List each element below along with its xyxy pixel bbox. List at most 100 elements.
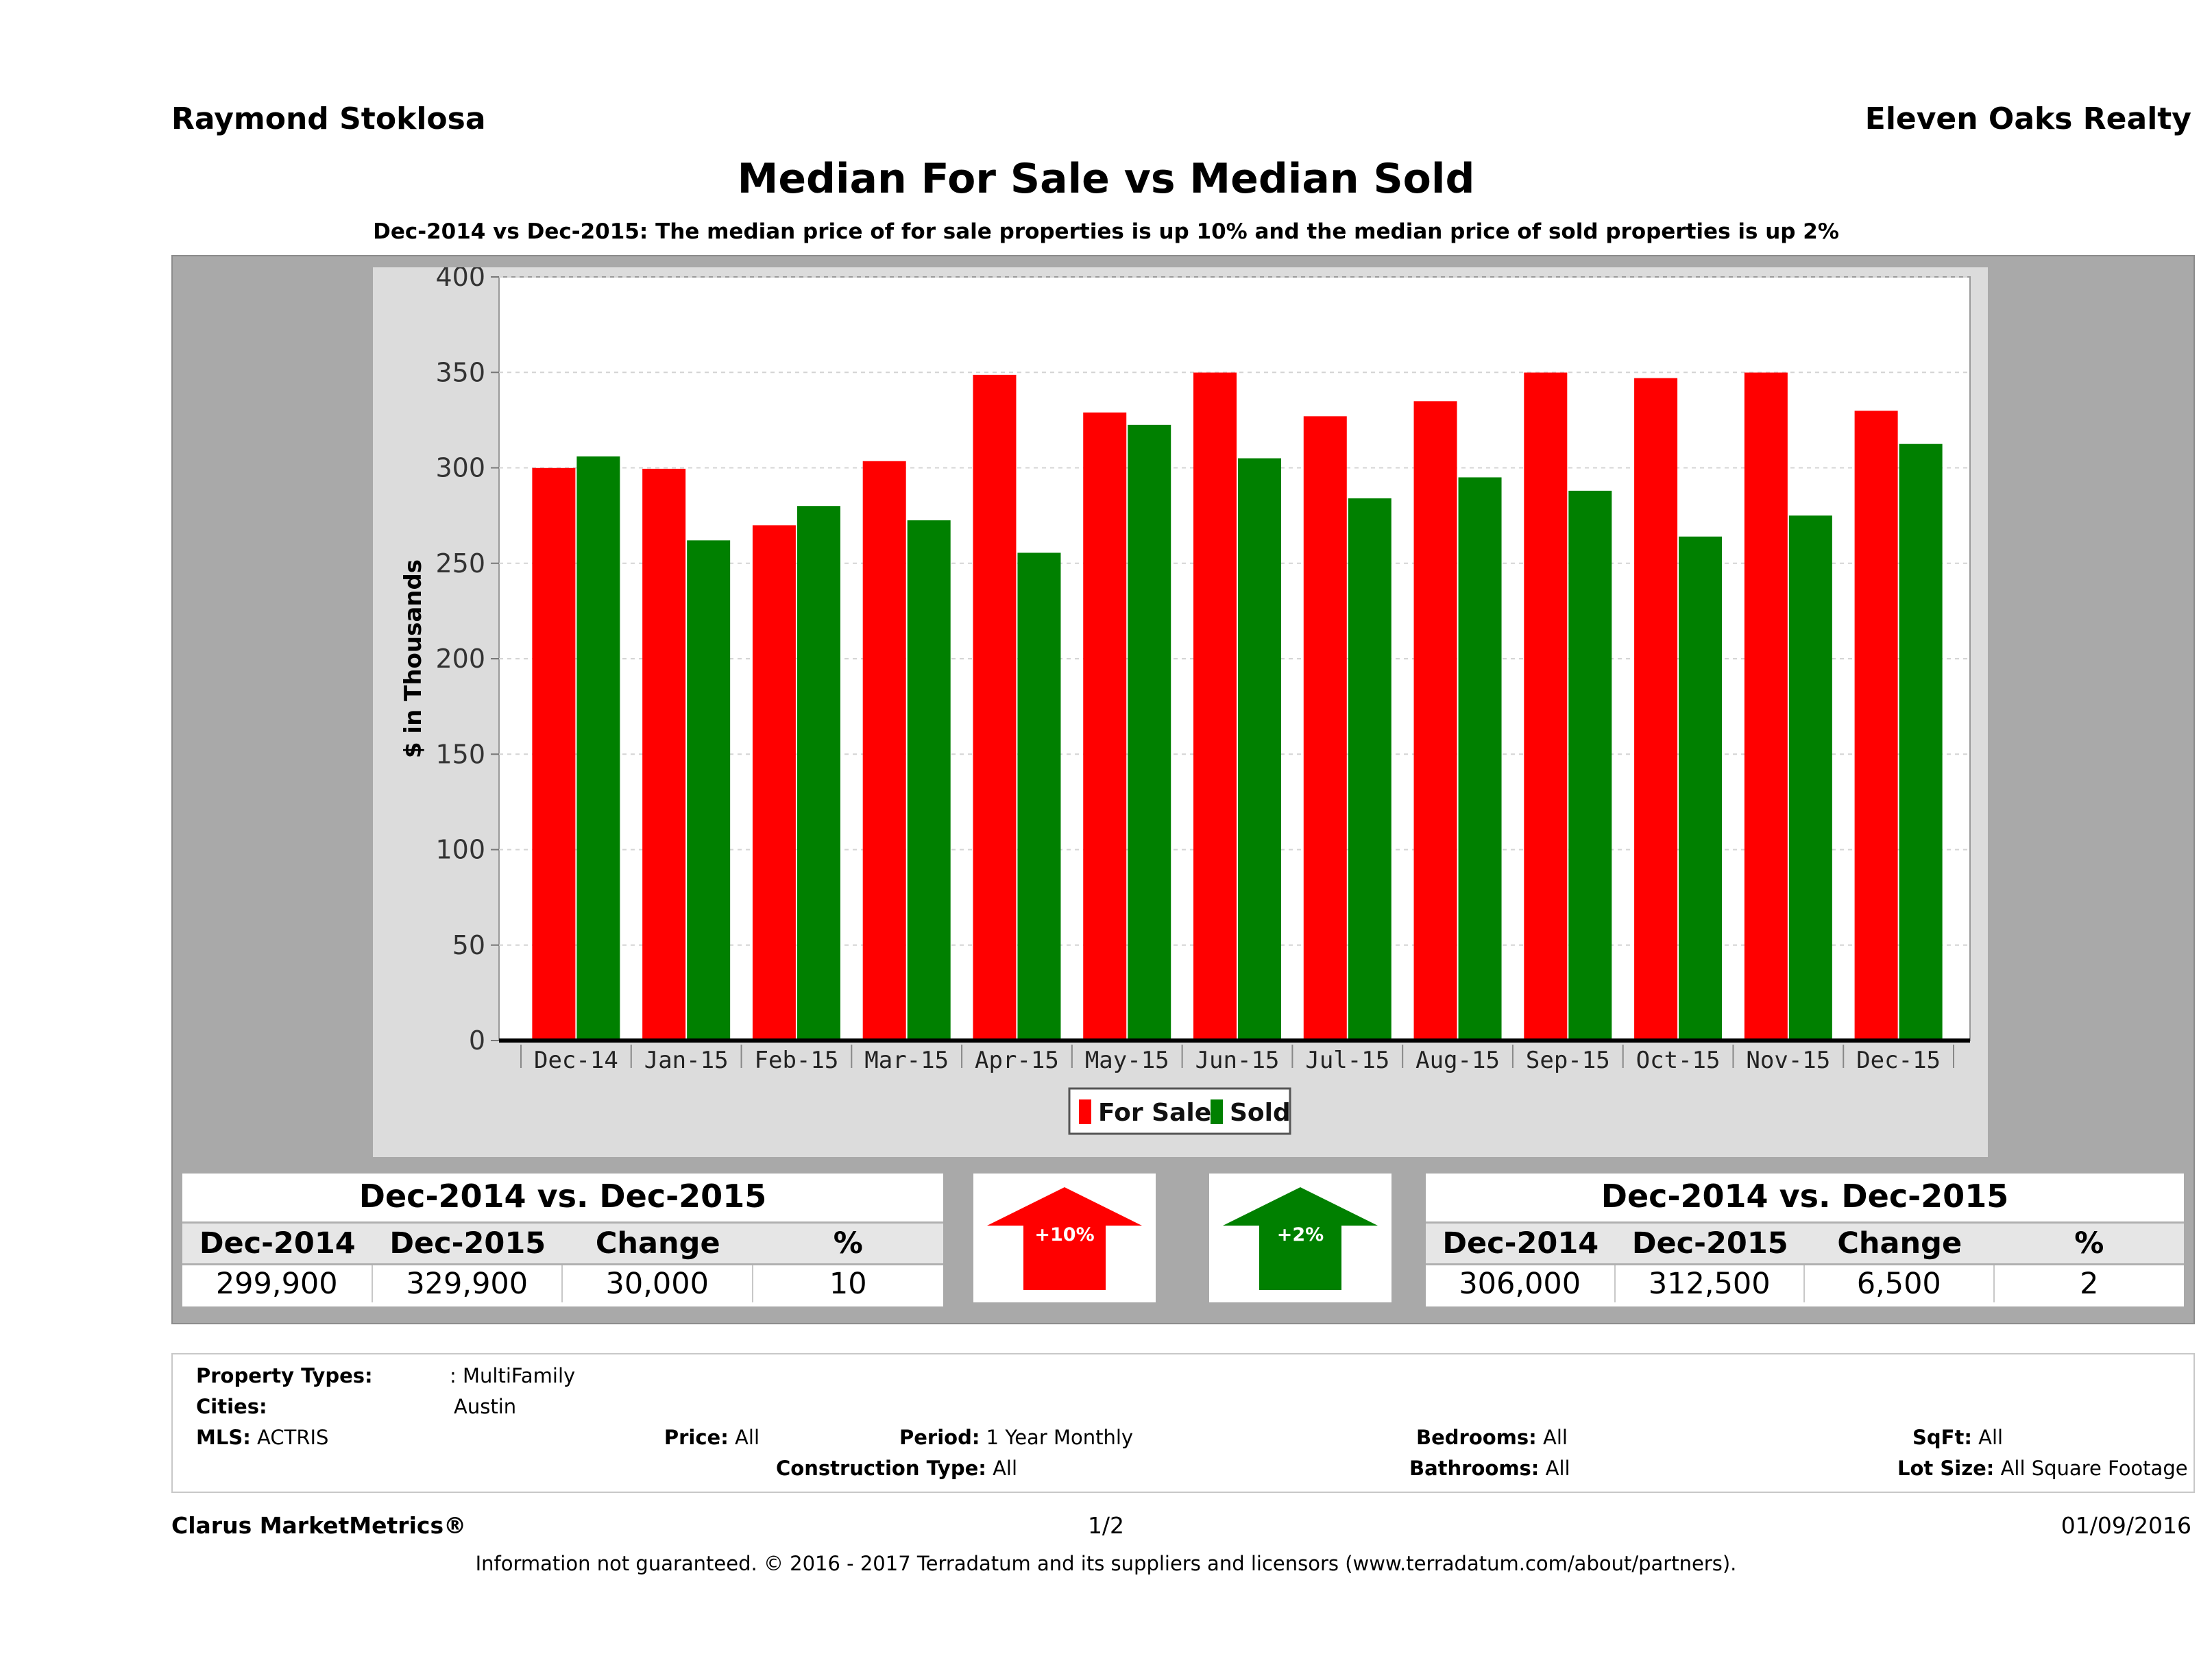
bedrooms-label: Bedrooms: bbox=[1416, 1426, 1537, 1449]
construction-type-value: All bbox=[993, 1457, 1018, 1480]
x-tick-label: Apr-15 bbox=[975, 1047, 1059, 1074]
y-tick-label: 100 bbox=[435, 835, 485, 865]
mls-value: ACTRIS bbox=[257, 1426, 329, 1449]
sold-table-title: Dec-2014 vs. Dec-2015 bbox=[1601, 1178, 2009, 1215]
for-sale-value-dec-2014: 299,900 bbox=[182, 1265, 373, 1302]
bar-for-sale-dec-15 bbox=[1854, 411, 1898, 1041]
sold-table-value-row: 306,000 312,500 6,500 2 bbox=[1426, 1265, 2184, 1302]
for-sale-header-dec-2015: Dec-2015 bbox=[389, 1226, 546, 1261]
property-types-value: : MultiFamily bbox=[450, 1364, 576, 1387]
sold-header-change: Change bbox=[1837, 1226, 1962, 1261]
x-tick-label: Mar-15 bbox=[864, 1047, 949, 1074]
x-tick-label: Nov-15 bbox=[1746, 1047, 1830, 1074]
y-tick-label: 250 bbox=[435, 548, 485, 579]
sold-value-dec-2014: 306,000 bbox=[1426, 1265, 1616, 1302]
bar-for-sale-jan-15 bbox=[642, 468, 686, 1041]
footer-brand: Clarus MarketMetrics® bbox=[171, 1512, 467, 1539]
for-sale-up-arrow-icon bbox=[987, 1187, 1142, 1290]
brokerage-name: Eleven Oaks Realty bbox=[1864, 101, 2191, 136]
y-tick-label: 350 bbox=[435, 357, 485, 387]
page-number: 1/2 bbox=[1087, 1512, 1125, 1539]
y-tick-label: 0 bbox=[469, 1025, 485, 1056]
mls-label: MLS: bbox=[196, 1426, 251, 1449]
period-label: Period: bbox=[899, 1426, 980, 1449]
bar-sold-apr-15 bbox=[1017, 552, 1061, 1041]
sold-change-indicator: +2% bbox=[1209, 1174, 1391, 1302]
construction-type-label: Construction Type: bbox=[776, 1457, 986, 1480]
bar-chart: 0 50 100 150 200 250 300 350 400 $ in Thousands De… bbox=[400, 267, 1971, 1135]
bar-for-sale-aug-15 bbox=[1413, 401, 1457, 1041]
sqft-label: SqFt: bbox=[1912, 1426, 1972, 1449]
y-tick-label: 200 bbox=[435, 644, 485, 674]
y-tick-label: 50 bbox=[452, 930, 485, 960]
x-tick-label: Sep-15 bbox=[1526, 1047, 1610, 1074]
report-subtitle: Dec-2014 vs Dec-2015: The median price o… bbox=[373, 219, 1839, 244]
bedrooms-value: All bbox=[1542, 1426, 1568, 1449]
bathrooms-label: Bathrooms: bbox=[1409, 1457, 1540, 1480]
report-date: 01/09/2016 bbox=[2061, 1512, 2191, 1539]
y-axis-title: $ in Thousands bbox=[400, 559, 427, 758]
for-sale-change-indicator: +10% bbox=[973, 1174, 1156, 1302]
x-tick-label: Feb-15 bbox=[755, 1047, 839, 1074]
lot-size-label: Lot Size: bbox=[1897, 1457, 1995, 1480]
bar-sold-mar-15 bbox=[907, 520, 951, 1041]
for-sale-table-header-row: Dec-2014 Dec-2015 Change % bbox=[182, 1221, 943, 1265]
for-sale-header-percent: % bbox=[833, 1226, 863, 1261]
for-sale-change-label: +10% bbox=[1034, 1224, 1095, 1245]
agent-name: Raymond Stoklosa bbox=[171, 101, 486, 136]
sold-header-dec-2014: Dec-2014 bbox=[1442, 1226, 1599, 1261]
for-sale-value-percent: 10 bbox=[829, 1267, 867, 1301]
price-label: Price: bbox=[664, 1426, 729, 1449]
x-tick-label: Aug-15 bbox=[1415, 1047, 1500, 1074]
search-criteria-box: Property Types: : MultiFamily Cities: Au… bbox=[171, 1353, 2195, 1493]
sold-change-label: +2% bbox=[1276, 1224, 1324, 1245]
x-tick-label: Dec-15 bbox=[1856, 1047, 1941, 1074]
for-sale-table-title: Dec-2014 vs. Dec-2015 bbox=[358, 1178, 767, 1215]
y-tick-label: 400 bbox=[435, 267, 485, 292]
y-tick-label: 150 bbox=[435, 739, 485, 769]
legend-label-for-sale: For Sale bbox=[1098, 1099, 1211, 1127]
bar-sold-dec-15 bbox=[1899, 443, 1943, 1041]
footer-disclaimer: Information not guaranteed. © 2016 - 201… bbox=[475, 1552, 1737, 1575]
for-sale-comparison-table: Dec-2014 vs. Dec-2015 Dec-2014 Dec-2015 … bbox=[182, 1174, 943, 1306]
legend-swatch-sold bbox=[1211, 1099, 1223, 1124]
x-tick-label: Dec-14 bbox=[534, 1047, 618, 1074]
sold-value-percent: 2 bbox=[2080, 1267, 2099, 1301]
bar-for-sale-apr-15 bbox=[973, 374, 1017, 1041]
sold-table-header-row: Dec-2014 Dec-2015 Change % bbox=[1426, 1221, 2184, 1265]
bar-sold-jul-15 bbox=[1348, 498, 1391, 1041]
bar-sold-feb-15 bbox=[797, 506, 840, 1041]
bar-for-sale-nov-15 bbox=[1744, 372, 1788, 1041]
sold-header-dec-2015: Dec-2015 bbox=[1631, 1226, 1788, 1261]
bar-for-sale-feb-15 bbox=[752, 525, 796, 1041]
sold-value-dec-2015: 312,500 bbox=[1616, 1265, 1805, 1302]
x-tick-label: May-15 bbox=[1085, 1047, 1169, 1074]
for-sale-header-dec-2014: Dec-2014 bbox=[199, 1226, 356, 1261]
bar-for-sale-jul-15 bbox=[1303, 416, 1347, 1041]
bar-sold-dec-14 bbox=[576, 456, 620, 1041]
sqft-value: All bbox=[1978, 1426, 2004, 1449]
for-sale-header-change: Change bbox=[595, 1226, 720, 1261]
bar-sold-jan-15 bbox=[687, 540, 731, 1041]
sold-comparison-table: Dec-2014 vs. Dec-2015 Dec-2014 Dec-2015 … bbox=[1426, 1174, 2184, 1306]
for-sale-value-change: 30,000 bbox=[563, 1265, 753, 1302]
bar-sold-nov-15 bbox=[1788, 515, 1832, 1041]
report-title: Median For Sale vs Median Sold bbox=[737, 155, 1475, 203]
y-tick-label: 300 bbox=[435, 453, 485, 483]
sold-up-arrow-icon bbox=[1223, 1187, 1378, 1290]
property-types-label: Property Types: bbox=[196, 1364, 373, 1387]
lot-size-value: All Square Footage bbox=[2000, 1457, 2188, 1480]
sold-header-percent: % bbox=[2074, 1226, 2104, 1261]
bar-for-sale-sep-15 bbox=[1524, 372, 1568, 1041]
bathrooms-value: All bbox=[1545, 1457, 1570, 1480]
bar-sold-oct-15 bbox=[1679, 536, 1723, 1041]
bar-sold-aug-15 bbox=[1458, 477, 1502, 1041]
price-value: All bbox=[735, 1426, 759, 1449]
x-tick-label: Oct-15 bbox=[1636, 1047, 1721, 1074]
period-value: 1 Year Monthly bbox=[986, 1426, 1134, 1449]
cities-value: Austin bbox=[454, 1395, 517, 1418]
x-tick-label: Jul-15 bbox=[1305, 1047, 1389, 1074]
bar-for-sale-dec-14 bbox=[532, 467, 576, 1041]
bar-for-sale-jun-15 bbox=[1193, 372, 1237, 1041]
bar-for-sale-may-15 bbox=[1083, 412, 1127, 1041]
